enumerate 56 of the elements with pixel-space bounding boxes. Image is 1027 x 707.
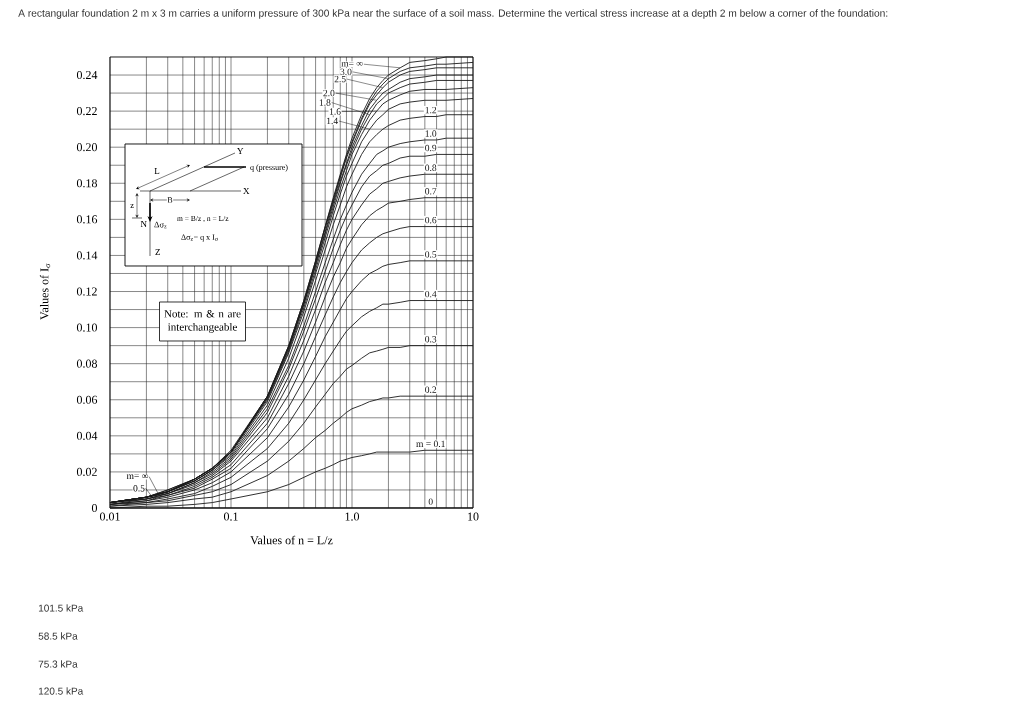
text: 101.5 kPa [38, 604, 84, 612]
annotation: Z [155, 249, 161, 255]
annotation: q (pressure) [250, 164, 288, 172]
x-tick-label: 10 [468, 512, 479, 521]
annotation: B [167, 197, 173, 203]
series-label: m = 0.1 [416, 440, 445, 448]
legend-label: 1.4 [327, 117, 338, 125]
annotation: Δσ$_{z}$ [154, 221, 167, 229]
y-tick-label: 0.24 [76, 70, 98, 80]
x-tick-label: 0.1 [223, 512, 238, 521]
annotation: L [154, 168, 160, 174]
annotation: N [140, 221, 147, 227]
legend-label: 1.6 [329, 108, 341, 115]
x-axis-title: Values of n = L/z [250, 535, 333, 545]
text: 120.5 kPa [38, 687, 84, 695]
legend-label: 3.0 [340, 68, 352, 76]
legend-label: 1.8 [319, 99, 331, 106]
legend-label: 2.5 [334, 75, 346, 83]
series-label: 0.2 [425, 386, 437, 393]
series-label: 0.7 [425, 188, 437, 195]
y-tick-label: 0.02 [76, 467, 97, 476]
y-tick-label: 0.08 [76, 359, 97, 368]
series-label: 0.9 [425, 144, 437, 152]
y-tick-label: 0.18 [76, 179, 97, 188]
y-tick-label: 0.16 [76, 215, 98, 224]
y-tick-label: 0.14 [76, 251, 98, 260]
chart-title: A rectangular foundation 2 m x 3 m carries a uniform pressure of 300 kPa near the surface of a soil mass. Determine the vertical stress increase at a depth 2 m below a corner of the foundation: [18, 9, 888, 19]
y-tick-label: 0.12 [76, 287, 97, 296]
y-tick-label: 0.06 [76, 395, 98, 404]
x-tick-label: 1.0 [345, 512, 360, 521]
legend-label: m= ∞ [341, 61, 363, 67]
annotation: m= ∞ [126, 474, 149, 479]
y-tick-label: 0 [91, 503, 97, 513]
series-label: 0.4 [425, 290, 437, 298]
text: 58.5 kPa [38, 632, 78, 640]
y-axis-title: Values of I$_{σ}$ [39, 263, 51, 320]
series-label: 0.8 [425, 164, 437, 172]
annotation: z [130, 204, 134, 208]
y-tick-label: 0.20 [76, 143, 97, 152]
annotation: 0.5 [133, 485, 145, 492]
y-tick-label: 0.22 [76, 107, 97, 116]
series-label: 0.6 [425, 216, 437, 224]
annotation: Δσ$_{z}$= q x I$_{σ}$ [181, 234, 218, 242]
annotation: Y [237, 148, 244, 154]
y-tick-label: 0.10 [76, 323, 97, 332]
annotation: Note: m & n are interchangeable [164, 310, 241, 333]
series-label: 1.0 [425, 130, 437, 137]
series-label: 0 [428, 498, 433, 505]
series-label: 0.3 [425, 335, 437, 343]
series-label: 1.2 [425, 106, 437, 114]
legend-label: 2.0 [323, 89, 335, 97]
text: 75.3 kPa [38, 660, 78, 668]
y-tick-label: 0.04 [76, 431, 98, 440]
x-tick-label: 0.01 [99, 512, 120, 521]
series-label: 0.5 [425, 251, 437, 258]
annotation: X [243, 188, 250, 194]
